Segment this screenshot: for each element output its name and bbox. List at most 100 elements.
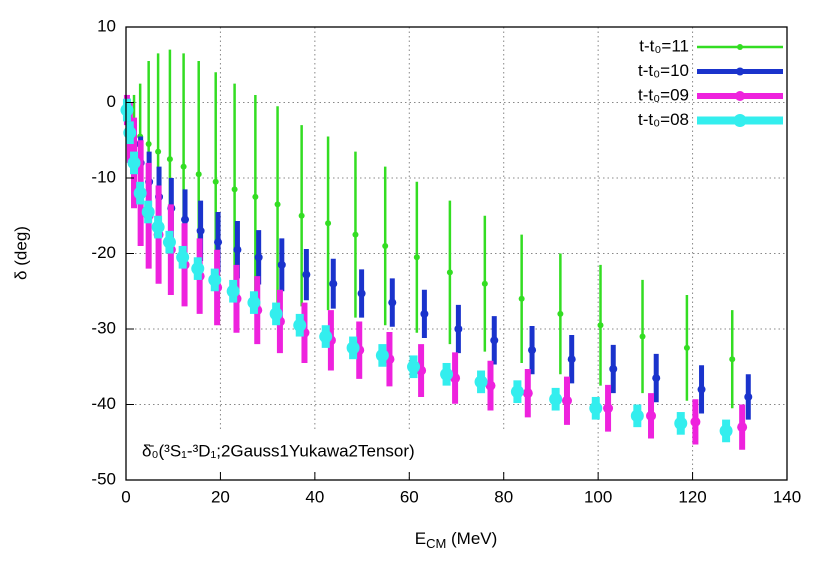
point	[454, 325, 463, 333]
point	[446, 269, 453, 276]
point	[646, 410, 657, 421]
x-label-main: E	[415, 529, 426, 548]
point	[420, 309, 429, 318]
point	[474, 375, 488, 389]
point	[329, 279, 338, 288]
x-tick-label: 120	[678, 487, 706, 506]
point	[162, 235, 176, 249]
point	[141, 205, 155, 219]
y-tick-label: -30	[91, 318, 116, 337]
point	[440, 367, 454, 381]
point	[729, 356, 736, 363]
y-tick-label: -50	[91, 469, 116, 488]
point	[639, 333, 646, 340]
point	[674, 416, 688, 430]
x-tick-label: 0	[121, 487, 130, 506]
point	[231, 186, 238, 193]
point	[277, 260, 286, 269]
point	[352, 231, 359, 238]
annotation: δ̄₀(³S₁-³D₁;2Gauss1Yukawa2Tensor)	[142, 441, 415, 460]
point	[176, 250, 190, 264]
point	[561, 395, 572, 406]
point	[382, 242, 389, 249]
y-tick-label: 0	[107, 92, 116, 111]
point	[319, 330, 333, 344]
marks	[120, 49, 753, 450]
point	[120, 103, 134, 117]
point	[690, 416, 701, 427]
point	[145, 141, 152, 148]
legend-label: t-t₀=10	[638, 61, 689, 80]
y-tick-label: 10	[97, 16, 116, 35]
x-tick-label: 20	[211, 487, 230, 506]
point	[375, 348, 389, 362]
point	[603, 403, 614, 414]
point	[697, 385, 706, 394]
y-tick-label: -20	[91, 243, 116, 262]
point	[155, 148, 162, 155]
point	[123, 126, 137, 140]
point	[609, 365, 618, 374]
legend-marker	[733, 114, 747, 127]
legend-label: t-t₀=08	[638, 110, 689, 129]
point	[226, 284, 240, 298]
point	[589, 401, 603, 415]
point	[597, 322, 604, 329]
point	[127, 156, 141, 170]
point	[719, 424, 733, 438]
point	[510, 385, 524, 399]
x-tick-label: 40	[305, 487, 324, 506]
y-tick-label: -10	[91, 167, 116, 186]
point	[214, 238, 223, 247]
legend-label: t-t₀=11	[639, 36, 689, 55]
point	[181, 215, 190, 224]
point	[744, 392, 753, 401]
point	[518, 295, 525, 302]
series	[120, 98, 733, 443]
point	[212, 178, 219, 185]
point	[269, 307, 283, 321]
point	[549, 392, 563, 406]
point	[357, 289, 366, 298]
point	[630, 409, 644, 423]
point	[208, 273, 222, 287]
point	[133, 186, 147, 200]
x-axis-label: ECM (MeV)	[415, 529, 498, 551]
legend-label: t-t₀=09	[638, 85, 689, 104]
point	[652, 374, 661, 383]
point	[298, 212, 305, 219]
point	[180, 163, 187, 170]
point	[737, 422, 748, 433]
point	[233, 245, 242, 254]
y-axis-label: δ (deg)	[11, 226, 30, 280]
x-label-unit: (MeV)	[446, 529, 497, 548]
x-tick-label: 100	[584, 487, 612, 506]
point	[191, 262, 205, 276]
point	[166, 156, 173, 163]
point	[293, 318, 307, 332]
point	[274, 201, 281, 208]
point	[490, 336, 499, 345]
point	[254, 253, 263, 262]
point	[388, 298, 397, 307]
x-label-sub: CM	[426, 536, 446, 551]
point	[195, 171, 202, 178]
y-tick-label: -40	[91, 394, 116, 413]
point	[567, 355, 576, 364]
point	[151, 220, 165, 234]
legend-marker	[735, 91, 745, 101]
x-tick-label: 60	[400, 487, 419, 506]
point	[325, 220, 332, 227]
x-tick-label: 140	[773, 487, 801, 506]
point	[302, 270, 311, 279]
point	[196, 226, 205, 235]
point	[247, 296, 261, 310]
point	[252, 193, 259, 200]
point	[413, 254, 420, 261]
point	[557, 310, 564, 317]
point	[407, 360, 421, 374]
point	[528, 346, 537, 355]
point	[481, 280, 488, 287]
point	[346, 341, 360, 355]
